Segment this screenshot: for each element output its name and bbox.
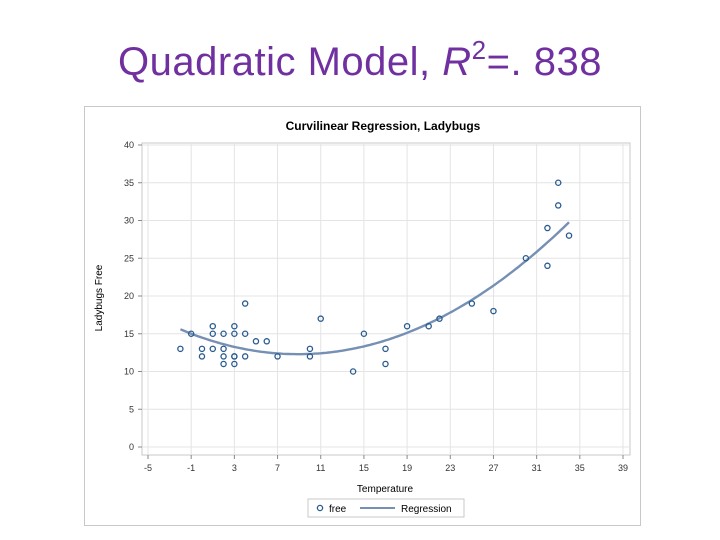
y-tick-label: 20 bbox=[124, 291, 134, 301]
data-point bbox=[425, 322, 432, 330]
data-point bbox=[220, 330, 227, 337]
data-point bbox=[220, 353, 227, 360]
slide-title-suffix: =. 838 bbox=[486, 40, 602, 84]
data-point bbox=[565, 232, 573, 239]
data-point bbox=[209, 330, 217, 337]
data-point bbox=[198, 345, 206, 353]
data-point bbox=[231, 360, 238, 368]
y-tick-label: 40 bbox=[124, 140, 134, 150]
data-point bbox=[252, 338, 260, 345]
data-point bbox=[554, 179, 562, 187]
data-point bbox=[544, 262, 551, 270]
regression-curve-layer bbox=[179, 221, 570, 356]
data-point bbox=[209, 345, 217, 353]
y-tick-label: 5 bbox=[129, 404, 134, 414]
slide-title-superscript: 2 bbox=[471, 35, 487, 65]
data-point bbox=[241, 300, 249, 307]
x-axis-ticks: -5 -1 3 7 11 15 19 23 27 31 35 39 bbox=[144, 455, 628, 473]
x-tick-label: -1 bbox=[187, 463, 195, 473]
data-point bbox=[522, 254, 530, 262]
chart-title: Curvilinear Regression, Ladybugs bbox=[286, 119, 481, 133]
data-point bbox=[220, 345, 227, 353]
y-tick-label: 35 bbox=[124, 178, 134, 188]
data-point bbox=[198, 353, 206, 360]
data-point bbox=[177, 345, 184, 353]
plot-area bbox=[141, 142, 631, 456]
data-point bbox=[263, 338, 270, 345]
x-tick-label: 3 bbox=[232, 463, 237, 473]
grid-lines bbox=[142, 143, 630, 455]
slide-title-prefix: Quadratic Model, bbox=[118, 40, 443, 84]
data-point bbox=[241, 353, 249, 360]
data-point bbox=[231, 353, 238, 360]
data-point bbox=[306, 345, 314, 353]
data-point bbox=[187, 330, 195, 337]
data-point bbox=[382, 345, 389, 353]
y-tick-label: 10 bbox=[124, 367, 134, 377]
data-point bbox=[306, 353, 314, 360]
y-tick-label: 25 bbox=[124, 253, 134, 263]
slide-title-r: R bbox=[442, 40, 472, 84]
x-tick-label: 15 bbox=[359, 463, 369, 473]
y-axis-label: Ladybugs Free bbox=[94, 264, 105, 331]
x-axis-label: Temperature bbox=[357, 484, 414, 495]
y-tick-label: 30 bbox=[124, 216, 134, 226]
x-tick-label: 39 bbox=[618, 463, 628, 473]
data-point bbox=[360, 330, 368, 337]
x-tick-label: 23 bbox=[445, 463, 455, 473]
data-point bbox=[403, 322, 411, 330]
x-tick-label: 27 bbox=[488, 463, 498, 473]
data-point bbox=[317, 315, 324, 322]
data-point bbox=[382, 360, 389, 368]
data-point bbox=[554, 202, 562, 209]
legend: free Regression bbox=[307, 498, 465, 518]
x-tick-label: 19 bbox=[402, 463, 412, 473]
legend-regression-label: Regression bbox=[401, 504, 452, 515]
x-tick-label: 31 bbox=[532, 463, 542, 473]
data-point bbox=[544, 224, 551, 232]
legend-free-label: free bbox=[329, 504, 347, 515]
data-point bbox=[209, 322, 217, 330]
data-point bbox=[349, 368, 357, 375]
regression-chart: Curvilinear Regression, Ladybugs 0 5 10 15 2… bbox=[94, 119, 631, 518]
x-tick-label: 7 bbox=[275, 463, 280, 473]
x-tick-label: 11 bbox=[316, 463, 325, 473]
legend-free-marker bbox=[316, 504, 324, 512]
y-tick-label: 0 bbox=[129, 442, 134, 452]
data-point bbox=[436, 315, 443, 322]
x-tick-label: -5 bbox=[144, 463, 152, 473]
data-point bbox=[274, 353, 281, 360]
x-tick-label: 35 bbox=[575, 463, 585, 473]
data-point bbox=[241, 330, 249, 337]
data-point bbox=[231, 330, 238, 337]
data-point bbox=[231, 322, 238, 330]
y-axis-ticks: 0 5 10 15 20 25 30 35 40 bbox=[124, 140, 142, 452]
data-point bbox=[468, 300, 476, 307]
y-tick-label: 15 bbox=[124, 329, 134, 339]
data-point bbox=[490, 307, 497, 315]
data-point bbox=[220, 360, 227, 368]
regression-curve bbox=[179, 221, 570, 356]
chart-frame: Curvilinear Regression, Ladybugs 0 5 10 15 2… bbox=[84, 106, 641, 526]
data-points bbox=[177, 179, 573, 375]
slide-title: Quadratic Model, R2=. 838 bbox=[0, 37, 720, 85]
